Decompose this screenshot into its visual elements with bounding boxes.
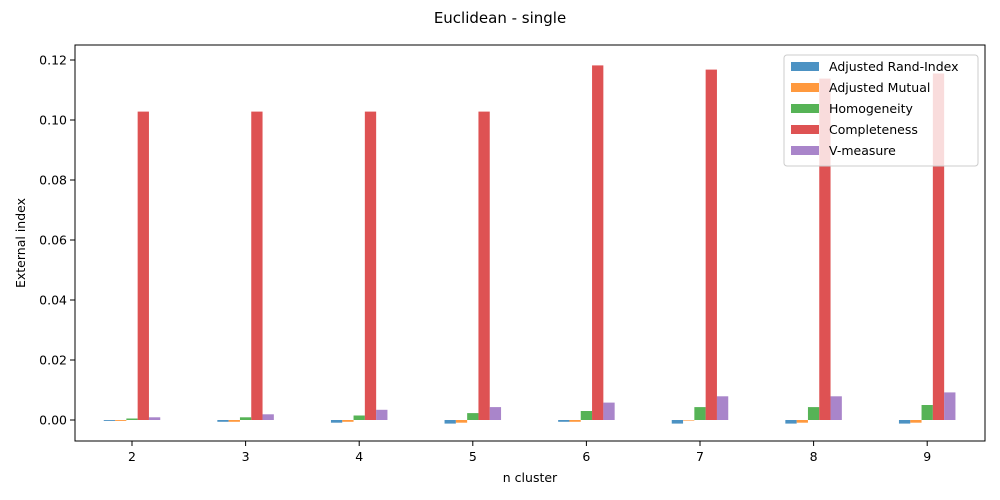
bar-completeness-8 [819, 78, 831, 420]
legend-box [783, 54, 979, 167]
bar-completeness-4 [364, 111, 377, 420]
bar-v-measure-4 [376, 409, 388, 420]
y-tick-label: 0.12 [39, 53, 67, 68]
bar-v-measure-9 [944, 392, 956, 420]
x-tick-label: 9 [923, 449, 931, 464]
legend-swatch [791, 83, 819, 92]
bar-homogeneity-7 [694, 407, 706, 420]
bar-homogeneity-5 [467, 413, 479, 420]
x-axis-label: n cluster [503, 470, 558, 485]
bar-completeness-2 [137, 111, 149, 420]
x-axis: 2 3 4 5 6 7 8 9 [128, 441, 931, 464]
y-tick-label: 0.00 [39, 413, 67, 428]
bar-completeness-7 [705, 69, 717, 420]
bar-adjusted-mutual-4 [342, 420, 354, 422]
bar-completeness-5 [478, 111, 490, 420]
bar-adjusted-mutual-3 [228, 420, 240, 422]
legend-swatch [791, 146, 819, 155]
legend-label: Homogeneity [829, 101, 913, 116]
bar-homogeneity-6 [580, 411, 593, 420]
bar-adjusted-mutual-2 [115, 420, 127, 421]
y-tick-label: 0.10 [39, 113, 67, 128]
bar-homogeneity-4 [353, 415, 365, 420]
y-axis: 0.00 0.02 0.04 0.06 0.08 0.10 0.12 [39, 53, 75, 428]
bar-v-measure-8 [830, 396, 842, 420]
legend-swatch [791, 125, 819, 134]
bar-adjusted-mutual-7 [683, 420, 695, 421]
bar-adjusted-mutual-6 [569, 420, 581, 422]
x-tick-label: 4 [355, 449, 363, 464]
bar-completeness-6 [592, 65, 604, 421]
bar-v-measure-2 [148, 417, 161, 420]
bar-adjusted-mutual-9 [910, 420, 922, 423]
bar-adjusted-rand-index-2 [103, 420, 116, 421]
x-tick-label: 7 [696, 449, 704, 464]
bar-adjusted-mutual-8 [796, 420, 808, 423]
y-tick-label: 0.06 [39, 233, 67, 248]
bar-v-measure-6 [603, 402, 615, 420]
y-axis-label: External index [13, 198, 28, 288]
x-tick-label: 2 [128, 449, 136, 464]
bar-completeness-3 [251, 111, 263, 420]
legend-label: V-measure [829, 143, 896, 158]
y-tick-label: 0.08 [39, 173, 67, 188]
legend-swatch [791, 104, 819, 113]
bar-homogeneity-8 [807, 407, 820, 420]
legend-label: Adjusted Rand-Index [829, 59, 959, 74]
bar-completeness-9 [932, 73, 945, 420]
bar-v-measure-3 [262, 414, 274, 420]
x-tick-label: 6 [582, 449, 590, 464]
legend-swatch [791, 62, 819, 71]
y-tick-label: 0.02 [39, 353, 67, 368]
bar-adjusted-rand-index-3 [217, 420, 229, 422]
bar-adjusted-mutual-5 [455, 420, 468, 423]
x-tick-label: 5 [469, 449, 477, 464]
bar-adjusted-rand-index-7 [671, 420, 684, 424]
legend-label: Adjusted Mutual [829, 80, 930, 95]
bar-homogeneity-9 [921, 405, 933, 420]
bar-adjusted-rand-index-8 [785, 420, 797, 424]
bar-homogeneity-3 [239, 417, 252, 420]
bar-v-measure-5 [489, 407, 502, 420]
plot-area [103, 65, 956, 424]
bar-v-measure-7 [716, 396, 729, 420]
bar-adjusted-rand-index-4 [330, 420, 343, 423]
bar-adjusted-rand-index-9 [898, 420, 911, 424]
x-tick-label: 3 [242, 449, 250, 464]
legend: Adjusted Rand-Index Adjusted Mutual Homoge… [783, 54, 979, 167]
axes-frame [74, 44, 986, 442]
legend-label: Completeness [829, 122, 918, 137]
bar-adjusted-rand-index-5 [444, 420, 456, 424]
chart-title: Euclidean - single [434, 9, 566, 27]
x-tick-label: 8 [810, 449, 818, 464]
y-tick-label: 0.04 [39, 293, 67, 308]
bar-homogeneity-2 [126, 418, 138, 420]
bar-adjusted-rand-index-6 [558, 420, 570, 422]
